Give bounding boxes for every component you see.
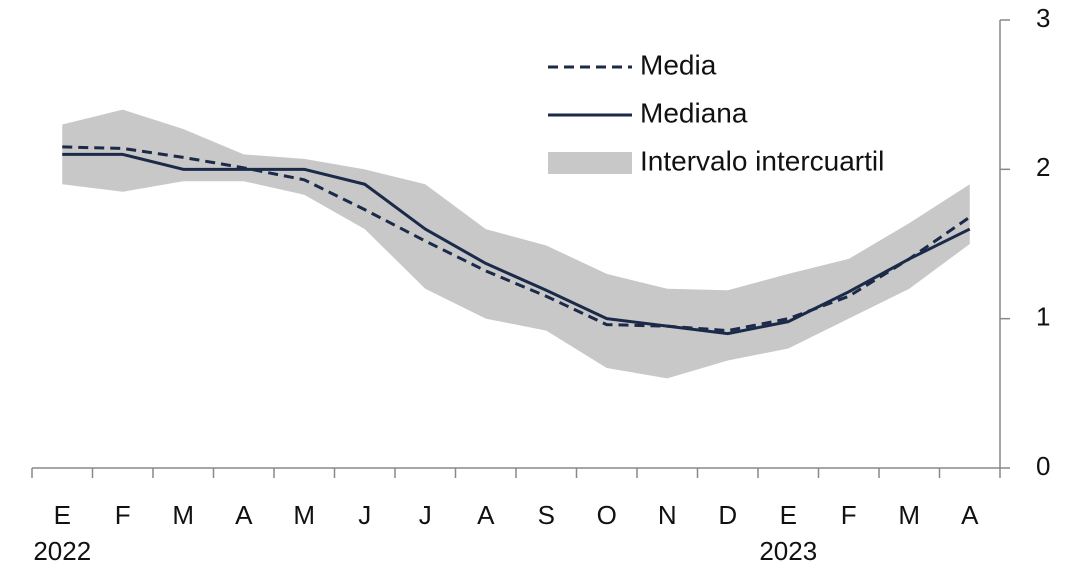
y-tick-label: 0 xyxy=(1036,451,1050,481)
x-tick-label: A xyxy=(961,500,979,530)
year-label: 2022 xyxy=(33,536,91,566)
x-tick-label: D xyxy=(718,500,737,530)
x-tick-label: M xyxy=(172,500,194,530)
x-tick-label: F xyxy=(115,500,131,530)
mean-line xyxy=(62,145,971,333)
x-tick-label: O xyxy=(597,500,617,530)
x-tick-label: E xyxy=(54,500,71,530)
legend-label: Mediana xyxy=(640,97,748,128)
x-tick-label: E xyxy=(780,500,797,530)
x-tick-label: M xyxy=(898,500,920,530)
legend-label: Media xyxy=(640,49,717,80)
median-line xyxy=(62,152,971,336)
x-tick-label: F xyxy=(841,500,857,530)
x-tick-label: N xyxy=(658,500,677,530)
legend-swatch xyxy=(548,152,632,174)
x-tick-label: J xyxy=(419,500,432,530)
y-tick-label: 3 xyxy=(1036,3,1050,33)
y-tick-label: 1 xyxy=(1036,302,1050,332)
y-tick-label: 2 xyxy=(1036,152,1050,182)
x-tick-label: M xyxy=(293,500,315,530)
legend-label: Intervalo intercuartil xyxy=(640,145,884,176)
x-tick-label: A xyxy=(235,500,253,530)
x-tick-label: A xyxy=(477,500,495,530)
x-tick-label: S xyxy=(538,500,555,530)
x-tick-label: J xyxy=(358,500,371,530)
year-label: 2023 xyxy=(759,536,817,566)
